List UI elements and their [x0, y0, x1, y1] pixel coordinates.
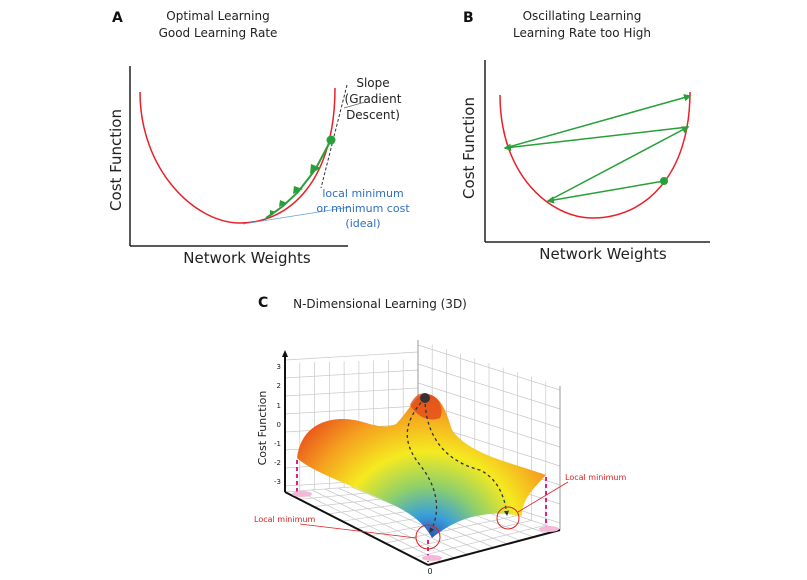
panel-b: B Oscillating Learning Learning Rate too… [460, 9, 710, 263]
grid-line [399, 520, 532, 551]
panel-b-ylabel: Cost Function [460, 97, 478, 199]
min-leader [242, 206, 351, 225]
local-min-label-left: Local minimum [254, 515, 315, 524]
panel-c-label: C [258, 295, 268, 311]
cost-curve [139, 87, 336, 224]
min-label-2: or minimum cost [316, 202, 410, 215]
svg-text:-2: -2 [274, 459, 281, 467]
grid-line [417, 382, 561, 429]
floor-axis-right [427, 529, 561, 566]
svg-text:2: 2 [277, 382, 281, 390]
panel-c-ylabel: Cost Function [256, 391, 269, 466]
panel-b-xlabel: Network Weights [539, 245, 667, 263]
svg-text:0: 0 [277, 421, 281, 429]
cost-curve [499, 91, 691, 219]
grid-line [284, 405, 419, 415]
slope-label-2: (Gradient [345, 92, 402, 106]
grid-line [284, 351, 419, 361]
start-point [660, 177, 668, 185]
local-min-label-right: Local minimum [565, 473, 626, 482]
panel-b-title-1: Oscillating Learning [523, 9, 642, 23]
step-arrows [270, 164, 321, 215]
leader-right [517, 481, 569, 513]
svg-text:-1: -1 [274, 440, 281, 448]
z-axis-arrow-icon [282, 350, 288, 357]
panel-a-title-2: Good Learning Rate [159, 26, 278, 40]
svg-text:-3: -3 [274, 478, 281, 486]
floor-axis-left [284, 491, 429, 566]
svg-text:1: 1 [277, 402, 281, 410]
leader-left [299, 523, 417, 539]
panel-a-ylabel: Cost Function [107, 109, 125, 211]
grid-line [385, 515, 518, 544]
projection-lines [296, 460, 547, 562]
slope-leader [343, 101, 366, 109]
oscillating-steps [503, 94, 692, 204]
min-label-3: (ideal) [345, 217, 380, 230]
cost-surface [297, 394, 546, 538]
slope-label-1: Slope [356, 76, 389, 90]
start-point [420, 393, 430, 403]
grid-line [413, 524, 546, 559]
local-min-circle-left [415, 524, 441, 550]
grid-line [417, 344, 561, 391]
panel-b-title-2: Learning Rate too High [513, 26, 651, 40]
grid-line [284, 387, 419, 397]
gradient-steps [265, 139, 332, 219]
projection-marks [292, 491, 559, 561]
panel-a-title-1: Optimal Learning [166, 9, 269, 23]
svg-text:3: 3 [277, 363, 281, 371]
slope-line [320, 84, 348, 189]
slope-label-3: Descent) [346, 108, 400, 122]
panel-c-title: N-Dimensional Learning (3D) [293, 297, 467, 311]
panel-b-label: B [463, 10, 474, 26]
grid-line [417, 363, 561, 410]
grid-line [284, 369, 419, 379]
panel-c: C N-Dimensional Learning (3D) Local mini… [254, 295, 626, 576]
origin-label: 0 [427, 567, 432, 576]
panel-a-xlabel: Network Weights [183, 249, 311, 267]
min-label-1: local minimum [322, 187, 403, 200]
z-tick-labels: 3 2 1 0 -1 -2 -3 [274, 363, 281, 486]
descent-paths [406, 397, 510, 533]
panel-a-label: A [112, 10, 123, 26]
local-min-circle-right [496, 506, 520, 530]
panel-a: A Optimal Learning Good Learning Rate Sl… [107, 9, 410, 267]
start-point [326, 135, 336, 145]
